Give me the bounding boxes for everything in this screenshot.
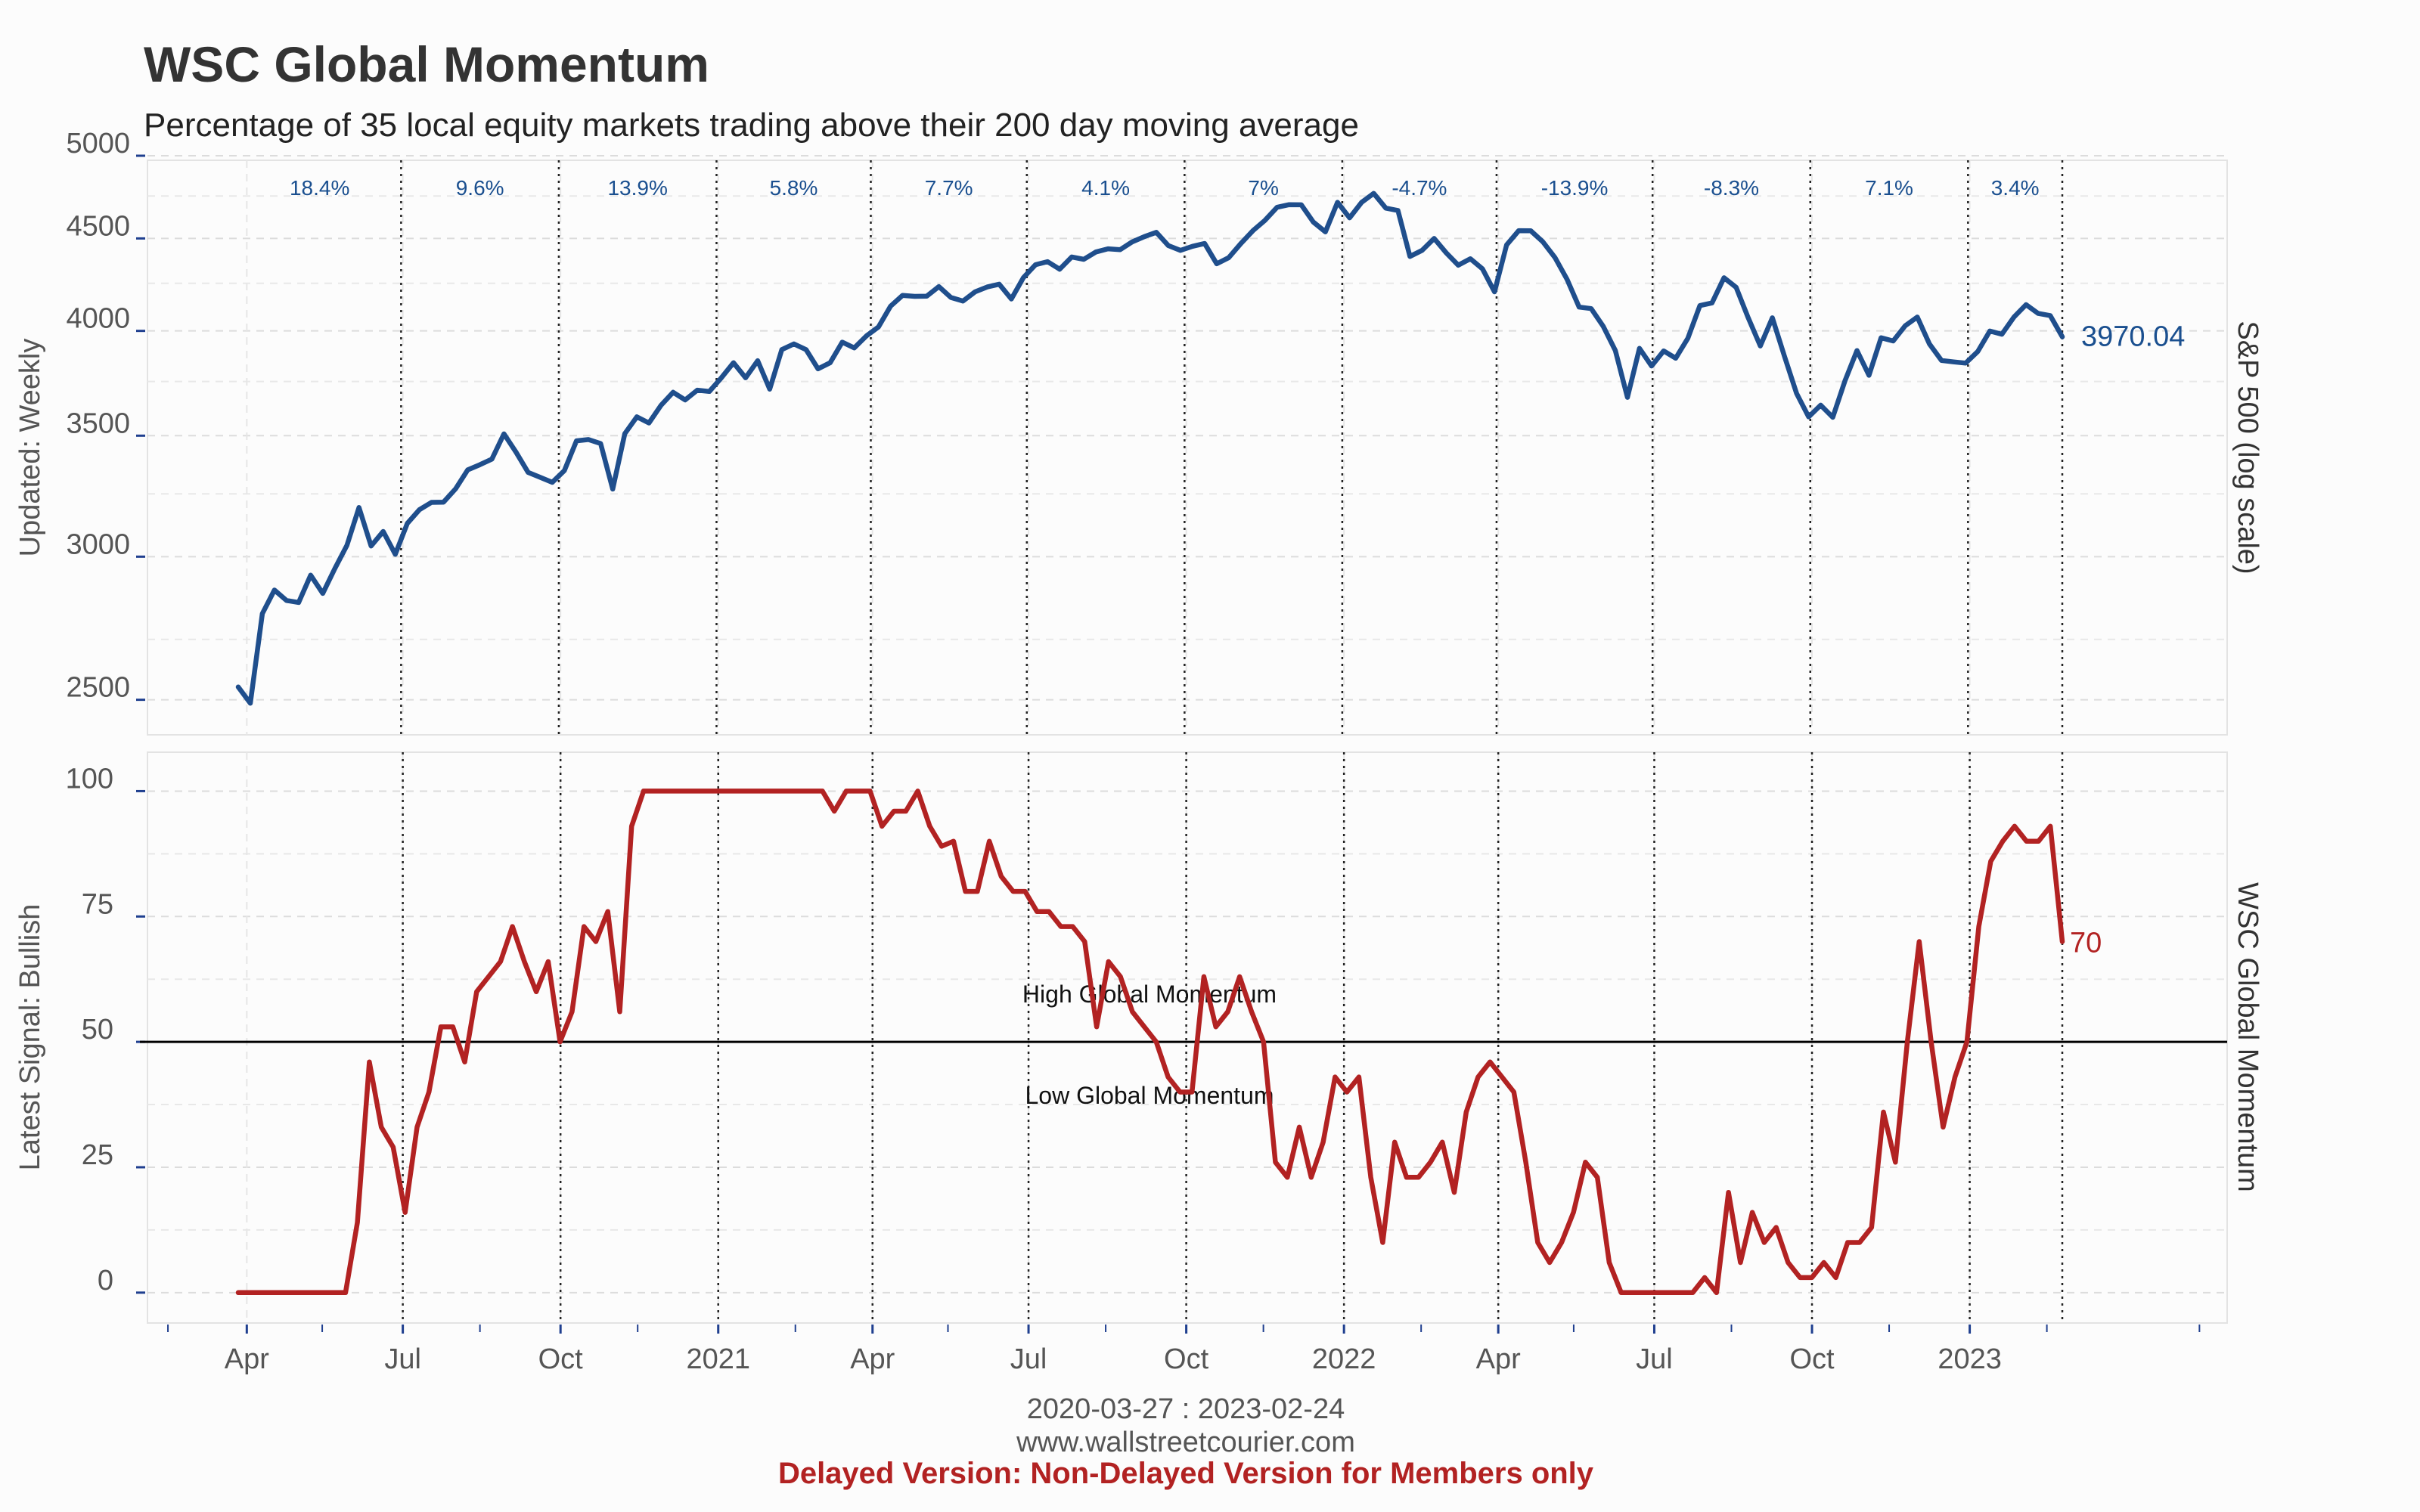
quarter-performance-labels: 18.4% 9.6% 13.9% 5.8% 7.7% 4.1% 7% -4.7% -13.9% -… xyxy=(290,176,2040,200)
momentum-grid xyxy=(147,752,2227,1323)
momentum-y-tick-label: 50 xyxy=(82,1014,113,1046)
x-tick-label: Apr xyxy=(225,1343,269,1375)
sp500-series xyxy=(235,191,2065,706)
sp500-y-axis: 2500 3000 3500 4000 4500 5000 xyxy=(66,128,145,704)
quarter-performance-label: -8.3% xyxy=(1704,176,1759,200)
x-tick-label: Apr xyxy=(1476,1343,1521,1375)
x-tick-label: Oct xyxy=(1164,1343,1209,1375)
x-tick-label: Oct xyxy=(1789,1343,1835,1375)
sp500-y-tick-label: 5000 xyxy=(66,128,130,160)
sp500-right-axis-label: S&P 500 (log scale) xyxy=(2232,321,2263,574)
x-tick-label: Oct xyxy=(538,1343,584,1375)
sp500-y-tick-label: 4500 xyxy=(66,210,130,242)
momentum-series xyxy=(235,789,2065,1296)
quarter-performance-label: 9.6% xyxy=(456,176,504,200)
sp500-y-tick-label: 4000 xyxy=(66,303,130,335)
quarter-performance-label: 18.4% xyxy=(290,176,349,200)
quarter-separators xyxy=(400,160,2064,735)
x-axis: Apr Jul Oct 2021 Apr Jul Oct 2022 Apr Jul Oct 2023 xyxy=(167,1325,2201,1375)
chart-title: WSC Global Momentum xyxy=(144,36,709,92)
quarter-performance-label: -13.9% xyxy=(1541,176,1609,200)
low-momentum-label: Low Global Momentum xyxy=(1025,1082,1274,1109)
momentum-last-value: 70 xyxy=(2070,927,2102,959)
sp500-panel-border xyxy=(147,160,2228,736)
momentum-y-axis: 0 25 50 75 100 xyxy=(66,763,145,1297)
sp500-last-value: 3970.04 xyxy=(2081,321,2185,352)
x-tick-label: Jul xyxy=(1010,1343,1047,1375)
x-tick-label: Jul xyxy=(384,1343,421,1375)
sp500-y-tick-label: 2500 xyxy=(66,672,130,704)
momentum-right-axis-label: WSC Global Momentum xyxy=(2232,882,2263,1192)
quarter-performance-label: 7.1% xyxy=(1865,176,1913,200)
quarter-performance-label: 4.1% xyxy=(1081,176,1130,200)
sp500-y-tick-label: 3500 xyxy=(66,407,130,439)
quarter-performance-label: 7% xyxy=(1248,176,1278,200)
momentum-left-axis-label: Latest Signal: Bullish xyxy=(14,904,46,1171)
quarter-performance-label: -4.7% xyxy=(1392,176,1447,200)
footer-date-range: 2020-03-27 : 2023-02-24 xyxy=(1027,1393,1345,1425)
momentum-y-tick-label: 100 xyxy=(66,763,113,795)
momentum-y-tick-label: 75 xyxy=(82,888,113,920)
x-tick-label: 2021 xyxy=(686,1343,750,1375)
x-tick-label: 2023 xyxy=(1938,1343,2002,1375)
sp500-line xyxy=(235,191,2065,706)
x-tick-label: Jul xyxy=(1636,1343,1673,1375)
momentum-line xyxy=(235,789,2065,1296)
sp500-panel: 18.4% 9.6% 13.9% 5.8% 7.7% 4.1% 7% -4.7% -13.9% -… xyxy=(14,128,2263,736)
footer-delayed-notice: Delayed Version: Non-Delayed Version for… xyxy=(778,1457,1594,1490)
sp500-y-tick-label: 3000 xyxy=(66,528,130,560)
footer-website: www.wallstreetcourier.com xyxy=(1016,1427,1355,1458)
chart-subtitle: Percentage of 35 local equity markets tr… xyxy=(144,107,1359,144)
quarter-performance-label: 3.4% xyxy=(1991,176,2040,200)
x-tick-label: Apr xyxy=(850,1343,895,1375)
sp500-grid xyxy=(147,155,2227,735)
quarter-performance-label: 7.7% xyxy=(925,176,973,200)
sp500-left-axis-label: Updated: Weekly xyxy=(14,339,46,557)
momentum-y-tick-label: 25 xyxy=(82,1139,113,1171)
x-tick-label: 2022 xyxy=(1312,1343,1376,1375)
momentum-panel-border xyxy=(147,751,2228,1324)
quarter-performance-label: 13.9% xyxy=(607,176,667,200)
momentum-y-tick-label: 0 xyxy=(98,1265,113,1297)
quarter-performance-label: 5.8% xyxy=(770,176,818,200)
